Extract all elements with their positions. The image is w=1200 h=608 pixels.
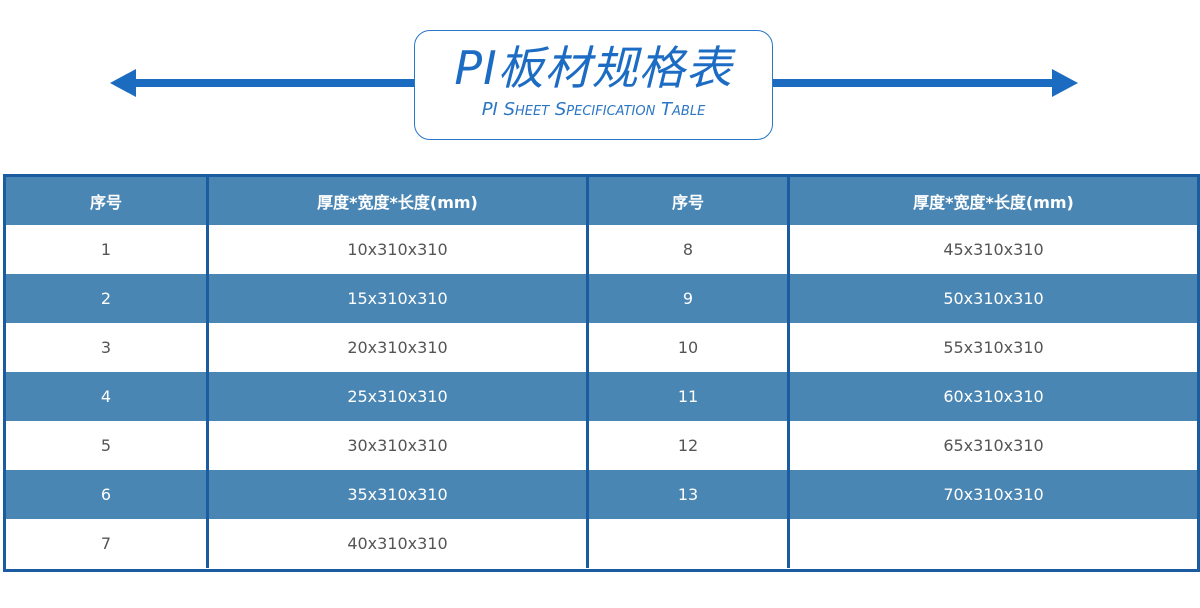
table-row: 2 15x310x310 9 50x310x310 xyxy=(6,274,1197,323)
cell-index: 5 xyxy=(6,421,209,470)
left-arrow-line xyxy=(130,79,416,87)
table-header: 序号 厚度*宽度*长度(mm) 序号 厚度*宽度*长度(mm) xyxy=(6,177,1197,225)
table-row: 3 20x310x310 10 55x310x310 xyxy=(6,323,1197,372)
title-box: PI板材规格表 PI Sheet Specification Table xyxy=(414,30,773,140)
page-subtitle: PI Sheet Specification Table xyxy=(481,99,706,120)
right-arrow-icon xyxy=(1052,69,1078,97)
cell-size: 45x310x310 xyxy=(943,240,1044,259)
cell-index: 12 xyxy=(589,421,790,470)
left-arrow-icon xyxy=(110,69,136,97)
table-row: 4 25x310x310 11 60x310x310 xyxy=(6,372,1197,421)
cell-index: 7 xyxy=(6,519,209,568)
cell-size: 60x310x310 xyxy=(943,387,1044,406)
page-title: PI板材规格表 xyxy=(454,41,733,95)
table-row: 6 35x310x310 13 70x310x310 xyxy=(6,470,1197,519)
cell-size: 40x310x310 xyxy=(209,519,589,568)
header-size: 厚度*宽度*长度(mm) xyxy=(209,177,589,225)
cell-index: 6 xyxy=(6,470,209,519)
cell-index: 8 xyxy=(589,225,790,274)
header-size: 厚度*宽度*长度(mm) xyxy=(913,193,1074,212)
cell-size: 50x310x310 xyxy=(943,289,1044,308)
table-row: 7 40x310x310 xyxy=(6,519,1197,568)
cell-index: 4 xyxy=(6,372,209,421)
cell-index xyxy=(589,519,790,568)
cell-index: 9 xyxy=(589,274,790,323)
spec-table: 序号 厚度*宽度*长度(mm) 序号 厚度*宽度*长度(mm) 1 10x310x… xyxy=(3,174,1200,572)
cell-size: 65x310x310 xyxy=(943,436,1044,455)
cell-index: 13 xyxy=(589,470,790,519)
cell-size xyxy=(790,519,1197,568)
cell-index: 1 xyxy=(6,225,209,274)
cell-size: 55x310x310 xyxy=(943,338,1044,357)
cell-index: 2 xyxy=(6,274,209,323)
cell-index: 11 xyxy=(589,372,790,421)
cell-size: 70x310x310 xyxy=(943,485,1044,504)
cell-size: 30x310x310 xyxy=(209,421,589,470)
cell-index: 10 xyxy=(589,323,790,372)
cell-size: 25x310x310 xyxy=(209,372,589,421)
cell-size: 20x310x310 xyxy=(209,323,589,372)
cell-size: 10x310x310 xyxy=(209,225,589,274)
cell-size: 15x310x310 xyxy=(209,274,589,323)
header-index: 序号 xyxy=(589,177,790,225)
right-arrow-line xyxy=(770,79,1060,87)
cell-size: 35x310x310 xyxy=(209,470,589,519)
table-row: 1 10x310x310 8 45x310x310 xyxy=(6,225,1197,274)
cell-index: 3 xyxy=(6,323,209,372)
header-index: 序号 xyxy=(6,177,209,225)
table-row: 5 30x310x310 12 65x310x310 xyxy=(6,421,1197,470)
